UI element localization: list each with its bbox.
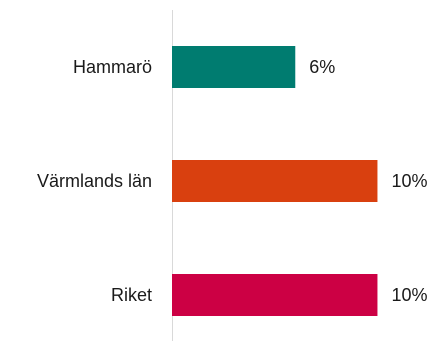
category-label-hammaro: Hammarö bbox=[73, 57, 152, 77]
bar-varmlands-lan bbox=[172, 160, 378, 202]
category-label-riket: Riket bbox=[111, 285, 152, 305]
value-label-hammaro: 6% bbox=[309, 57, 335, 77]
value-label-riket: 10% bbox=[391, 285, 427, 305]
bar-riket bbox=[172, 274, 378, 316]
category-label-varmlands-lan: Värmlands län bbox=[37, 171, 152, 191]
value-label-varmlands-lan: 10% bbox=[391, 171, 427, 191]
bar-hammaro bbox=[172, 46, 296, 88]
bars-group: Hammarö 6% Värmlands län 10% Riket 10% bbox=[37, 46, 427, 316]
